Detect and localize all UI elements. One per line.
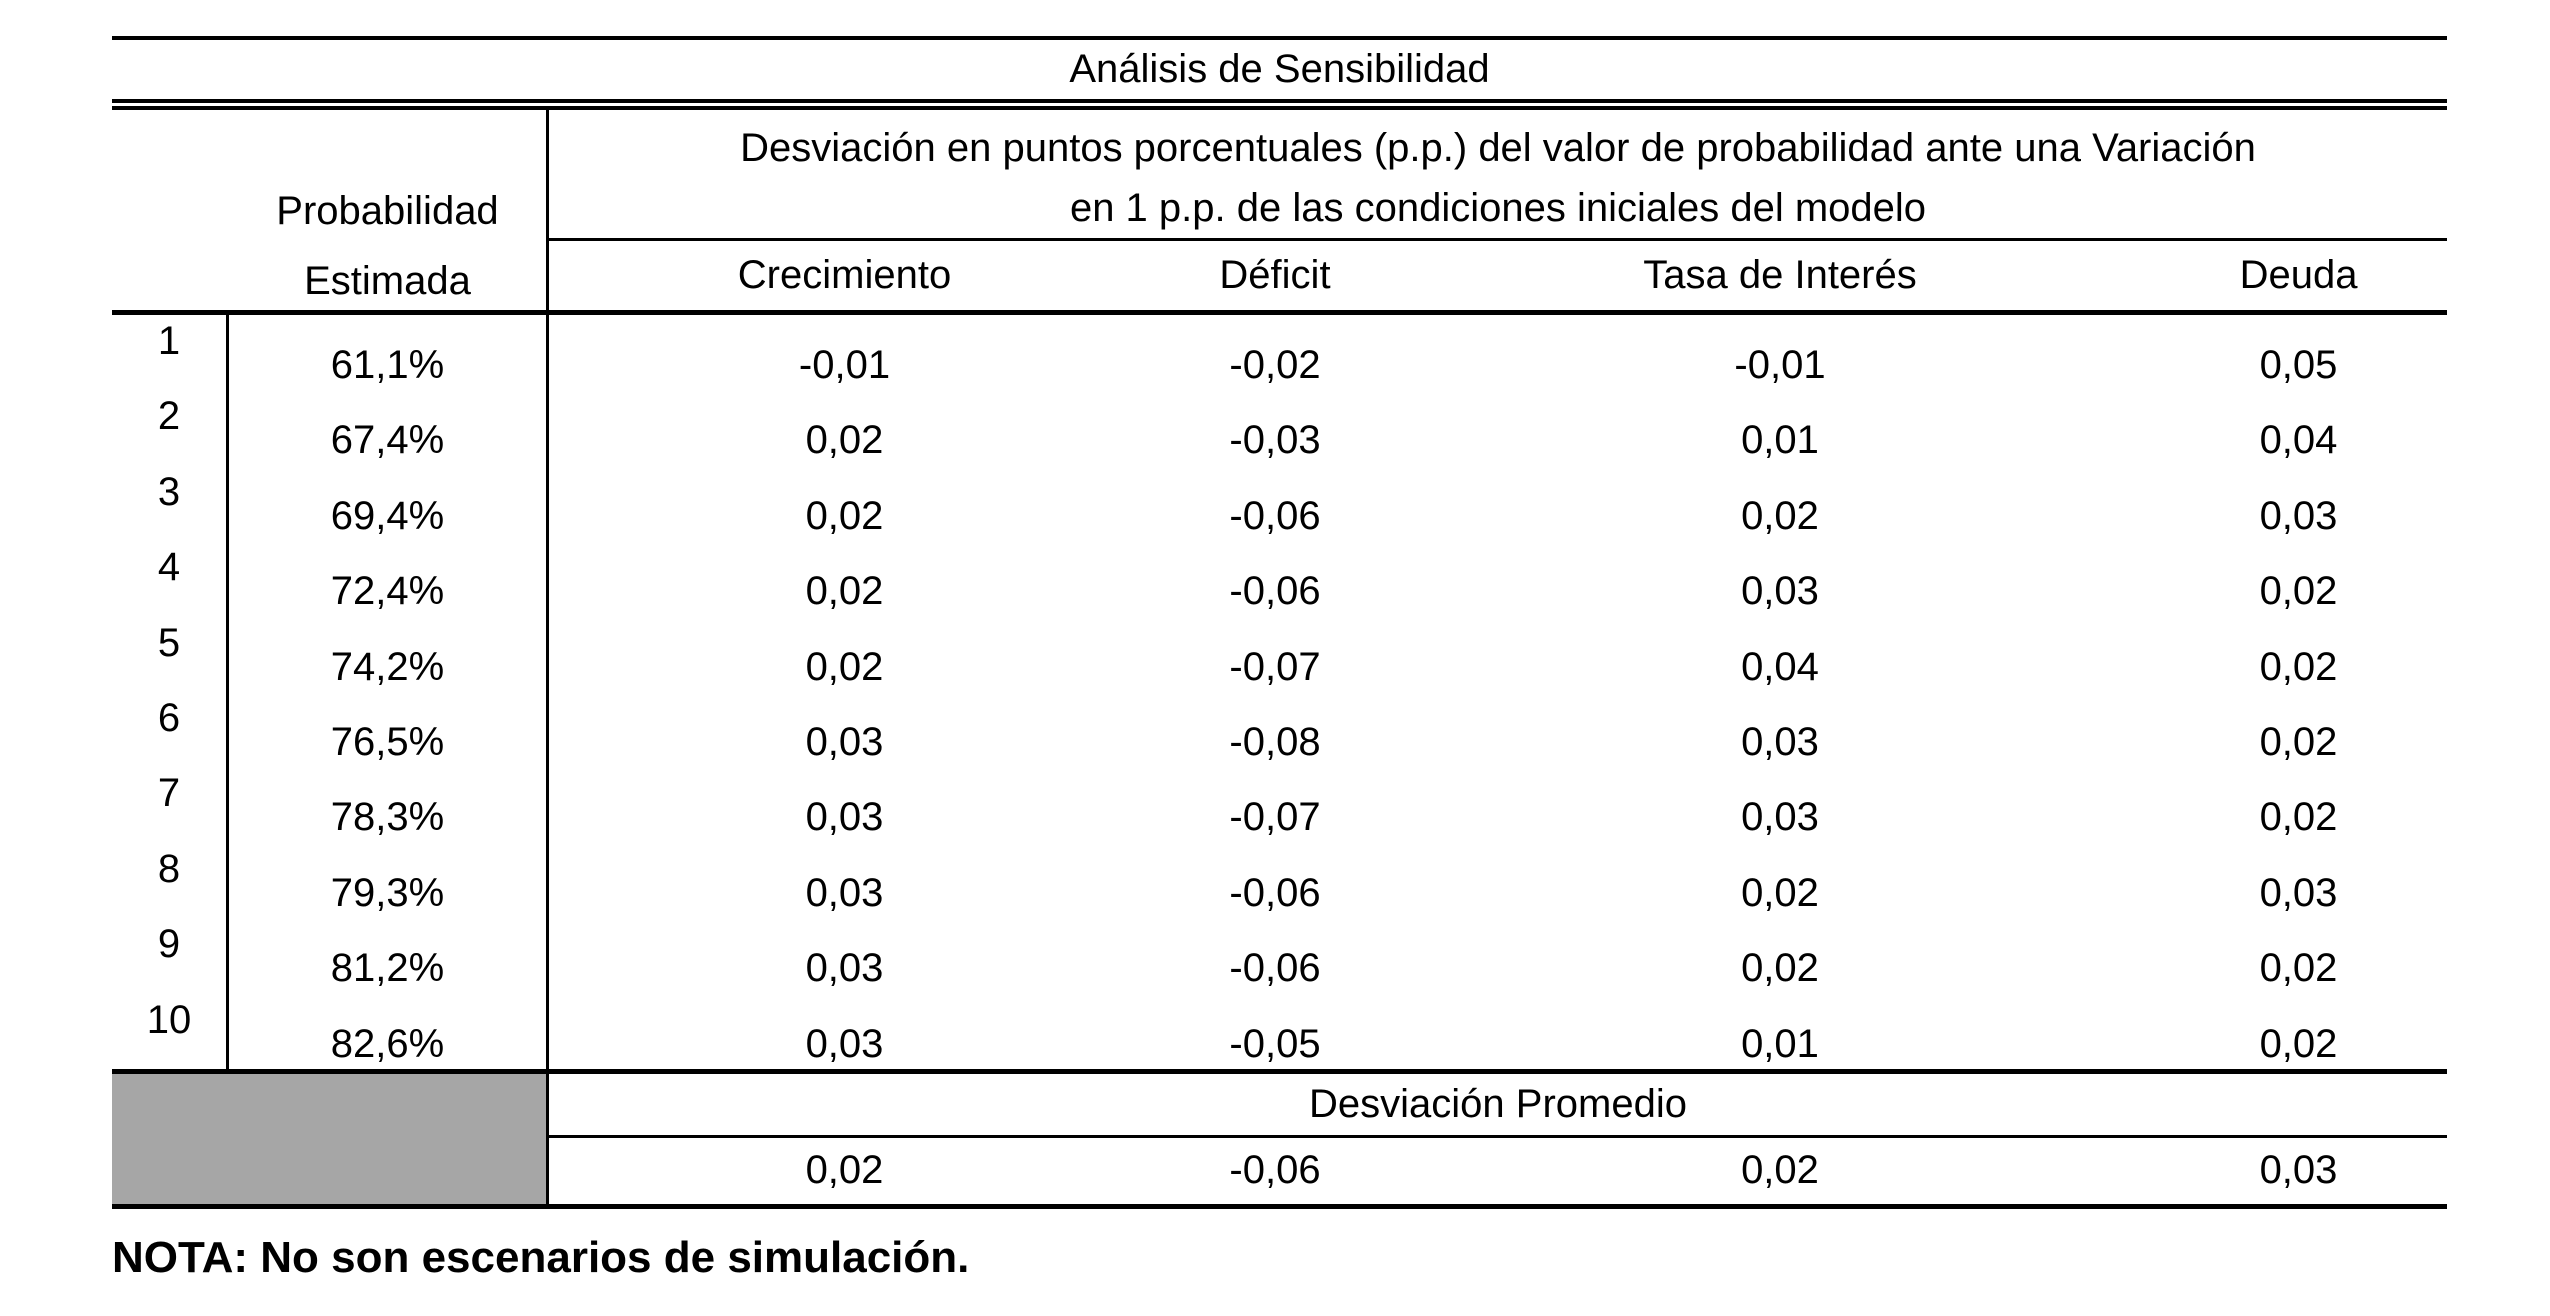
deuda-cell: 0,02 — [2259, 569, 2338, 614]
note-text: NOTA: No son escenarios de simulación. — [112, 1233, 970, 1282]
deuda-cell: 0,03 — [2259, 493, 2338, 538]
deviation-span-header: Desviación en puntos porcentuales (p.p.)… — [549, 110, 2447, 241]
row-number: 10 — [112, 993, 229, 1069]
probability-cell: 76,5% — [229, 691, 549, 768]
row-number: 7 — [112, 767, 229, 843]
deficit-cell: -0,06 — [1229, 493, 1321, 538]
table-header-band: Probabilidad Estimada Desviación en punt… — [112, 110, 2447, 316]
row-number: 3 — [112, 465, 229, 542]
tasa-cell: 0,03 — [1741, 795, 1819, 840]
tasa-cell: 0,01 — [1741, 418, 1819, 463]
crecimiento-cell: -0,01 — [798, 343, 891, 387]
table-body: 1 61,1% -0,01 -0,02 -0,01 0,05 2 67,4% 0… — [112, 310, 2447, 1074]
estimated-probability-header-line2: Estimada — [304, 259, 471, 303]
average-values-row: 0,02 -0,06 0,02 0,03 — [549, 1138, 2447, 1204]
row-number: 6 — [112, 691, 229, 768]
deficit-cell: -0,06 — [1229, 569, 1321, 614]
probability-cell: 79,3% — [229, 842, 549, 919]
deuda-cell: 0,02 — [2259, 946, 2338, 991]
tasa-cell: 0,02 — [1741, 946, 1819, 991]
average-band: Desviación Promedio 0,02 -0,06 0,02 0,03 — [112, 1073, 2447, 1209]
table-title: Análisis de Sensibilidad — [112, 36, 2447, 110]
probability-cell: 78,3% — [229, 767, 549, 843]
probability-cell: 82,6% — [229, 993, 549, 1069]
deuda-cell: 0,02 — [2259, 1021, 2338, 1066]
column-header-deuda: Deuda — [2239, 253, 2358, 297]
probability-cell: 72,4% — [229, 541, 549, 617]
row-number: 9 — [112, 918, 229, 994]
tasa-cell: 0,01 — [1741, 1021, 1819, 1066]
deficit-cell: -0,07 — [1229, 644, 1321, 689]
tasa-cell: 0,03 — [1741, 569, 1819, 614]
sensitivity-table: Análisis de Sensibilidad Probabilidad Es… — [112, 36, 2447, 1209]
deviation-span-header-line1: Desviación en puntos porcentuales (p.p.)… — [740, 126, 2256, 170]
probability-cell: 74,2% — [229, 616, 549, 692]
deficit-cell: -0,06 — [1229, 870, 1321, 915]
row-number: 4 — [112, 541, 229, 617]
column-headers-row: Crecimiento Déficit Tasa de Interés Deud… — [549, 241, 2447, 316]
crecimiento-cell: 0,02 — [805, 569, 884, 614]
probability-cell: 69,4% — [229, 465, 549, 542]
estimated-probability-header: Probabilidad Estimada — [112, 110, 549, 316]
deficit-cell: -0,07 — [1229, 795, 1321, 840]
probability-cell: 61,1% — [229, 315, 549, 391]
deuda-cell: 0,04 — [2259, 418, 2338, 463]
tasa-cell: 0,04 — [1741, 644, 1819, 689]
deficit-cell: -0,05 — [1229, 1021, 1321, 1066]
deuda-cell: 0,05 — [2259, 343, 2338, 387]
deviation-span-header-line2: en 1 p.p. de las condiciones iniciales d… — [1069, 186, 1927, 230]
row-number: 1 — [112, 315, 229, 391]
deficit-cell: -0,08 — [1229, 719, 1321, 764]
crecimiento-cell: 0,03 — [805, 795, 884, 840]
column-header-tasa-de-interes: Tasa de Interés — [1643, 253, 1917, 297]
crecimiento-cell: 0,03 — [805, 946, 884, 991]
column-header-crecimiento: Crecimiento — [737, 253, 952, 297]
crecimiento-cell: 0,02 — [805, 493, 884, 538]
crecimiento-cell: 0,02 — [805, 418, 884, 463]
deficit-cell: -0,02 — [1229, 343, 1321, 387]
average-section: Desviación Promedio 0,02 -0,06 0,02 0,03 — [549, 1074, 2447, 1204]
row-number: 2 — [112, 390, 229, 466]
crecimiento-cell: 0,03 — [805, 1021, 884, 1066]
deficit-cell: -0,06 — [1229, 946, 1321, 991]
deviation-header-section: Desviación en puntos porcentuales (p.p.)… — [549, 110, 2447, 316]
average-deficit: -0,06 — [1229, 1147, 1321, 1192]
tasa-cell: 0,02 — [1741, 870, 1819, 915]
row-number: 8 — [112, 842, 229, 919]
tasa-cell: -0,01 — [1734, 343, 1826, 387]
crecimiento-cell: 0,03 — [805, 719, 884, 764]
tasa-cell: 0,02 — [1741, 493, 1819, 538]
average-crecimiento: 0,02 — [805, 1147, 884, 1192]
deuda-cell: 0,02 — [2259, 795, 2338, 840]
deuda-cell: 0,02 — [2259, 719, 2338, 764]
probability-cell: 67,4% — [229, 390, 549, 466]
deuda-cell: 0,03 — [2259, 870, 2338, 915]
row-number: 5 — [112, 616, 229, 692]
estimated-probability-header-line1: Probabilidad — [276, 189, 499, 233]
average-label: Desviación Promedio — [549, 1074, 2447, 1138]
crecimiento-cell: 0,03 — [805, 870, 884, 915]
shaded-cell — [112, 1073, 549, 1204]
average-tasa: 0,02 — [1741, 1147, 1819, 1192]
probability-cell: 81,2% — [229, 918, 549, 994]
crecimiento-cell: 0,02 — [805, 644, 884, 689]
tasa-cell: 0,03 — [1741, 719, 1819, 764]
deuda-cell: 0,02 — [2259, 644, 2338, 689]
deficit-cell: -0,03 — [1229, 418, 1321, 463]
average-deuda: 0,03 — [2259, 1147, 2338, 1192]
column-header-deficit: Déficit — [1219, 253, 1331, 297]
